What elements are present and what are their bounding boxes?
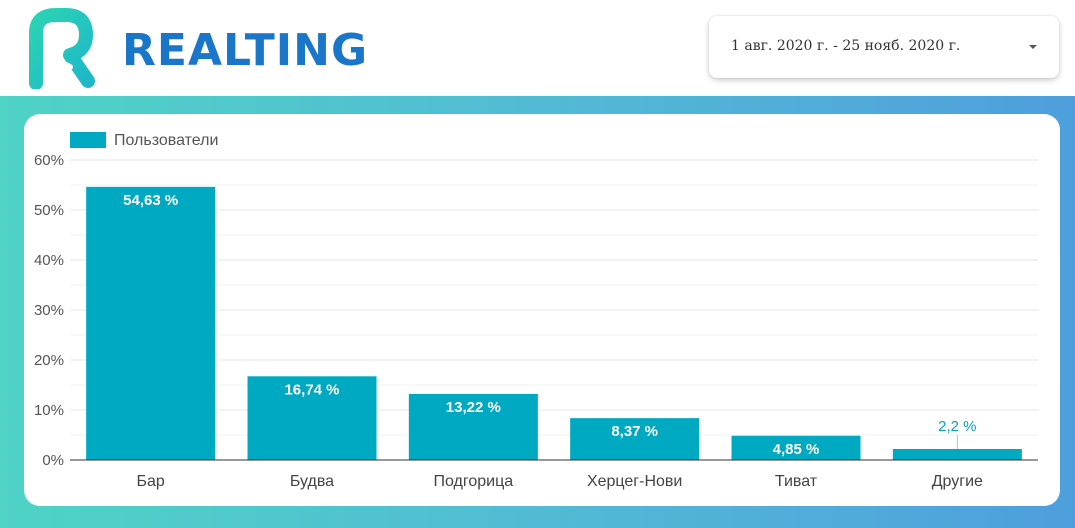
y-tick-label: 0% <box>42 452 64 469</box>
logo-text: REALTING <box>122 25 369 76</box>
realting-logo-icon <box>29 8 95 90</box>
x-category-label: Тиват <box>775 473 818 490</box>
bar-value-label: 13,22 % <box>446 399 501 416</box>
date-range-text: 1 авг. 2020 г. - 25 нояб. 2020 г. <box>731 38 961 54</box>
bar <box>408 393 538 460</box>
bar-value-label: 4,85 % <box>773 441 820 458</box>
x-category-label: Будва <box>290 473 334 490</box>
bar <box>247 376 377 460</box>
header: REALTING 1 авг. 2020 г. - 25 нояб. 2020 … <box>0 0 1075 96</box>
legend-label: Пользователи <box>114 132 218 149</box>
date-range-picker[interactable]: 1 авг. 2020 г. - 25 нояб. 2020 г. <box>709 16 1059 78</box>
y-tick-label: 40% <box>34 252 64 269</box>
bar <box>731 435 861 460</box>
x-category-label: Подгорица <box>433 473 513 490</box>
bar-value-label: 8,37 % <box>611 423 658 440</box>
x-category-label: Бар <box>137 473 165 490</box>
bar-chart: 0% 10% 20% 30% 40% 50% 60% 54,63 % Бар 16,74 % Буд… <box>34 132 1038 490</box>
legend-swatch <box>70 132 106 148</box>
x-category-label: Другие <box>932 473 983 490</box>
bar <box>892 449 1022 460</box>
y-tick-label: 30% <box>34 302 64 319</box>
realting-logo[interactable]: REALTING <box>22 5 367 90</box>
bar-value-label: 54,63 % <box>123 192 178 209</box>
y-tick-label: 20% <box>34 352 64 369</box>
bar <box>570 418 700 460</box>
caret-down-icon <box>1029 45 1037 49</box>
chart-card: 0% 10% 20% 30% 40% 50% 60% 54,63 % Бар 16,74 % Буд… <box>24 114 1060 506</box>
y-tick-label: 60% <box>34 152 64 169</box>
bar-value-label: 16,74 % <box>284 381 339 398</box>
bar-value-label: 2,2 % <box>938 418 976 435</box>
y-tick-label: 50% <box>34 202 64 219</box>
y-tick-label: 10% <box>34 402 64 419</box>
bar <box>86 186 216 460</box>
x-category-label: Херцег-Нови <box>587 473 682 490</box>
